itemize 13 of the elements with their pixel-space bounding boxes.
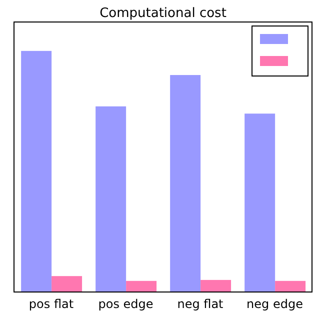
bar <box>200 280 232 292</box>
bar <box>244 114 276 292</box>
bar <box>52 276 82 292</box>
x-tick-label: neg flat <box>177 297 224 311</box>
bar <box>21 50 52 292</box>
bar <box>275 280 306 292</box>
x-tick-label: pos flat <box>28 297 74 311</box>
bar <box>126 280 157 292</box>
x-tick-label: neg edge <box>246 297 303 311</box>
x-tick-label: pos edge <box>98 297 154 311</box>
chart-title: Computational cost <box>100 6 226 21</box>
bar <box>96 106 126 292</box>
bar <box>170 75 201 292</box>
